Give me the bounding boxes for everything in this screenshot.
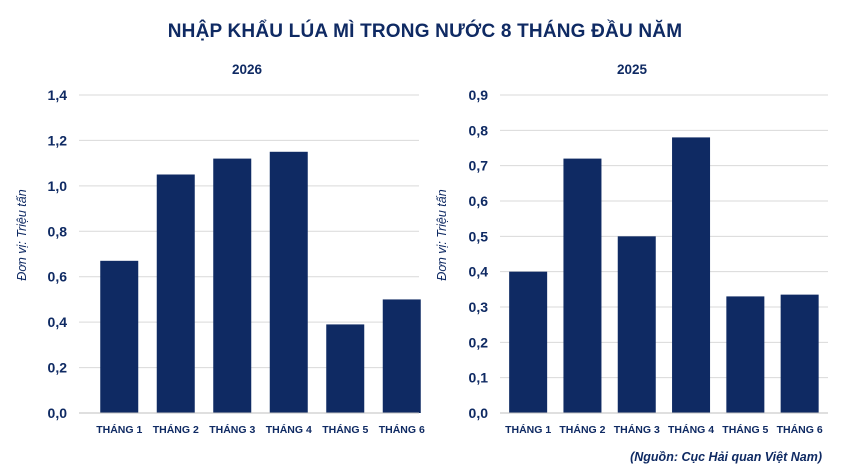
left-y-tick-label: 0,8 [48,223,68,239]
chart-title-right: 2025 [616,62,648,77]
right-x-tick-label: THÁNG 3 [614,423,660,436]
left-x-tick-label: THÁNG 5 [322,423,368,436]
source-note: (Nguồn: Cục Hải quan Việt Nam) [630,450,822,464]
left-bar [382,299,421,413]
page-title: NHẬP KHẨU LÚA MÌ TRONG NƯỚC 8 THÁNG ĐẦU … [167,21,683,42]
left-bar [326,324,365,413]
left-x-tick-label: THÁNG 3 [209,423,255,436]
left-bar [269,151,308,414]
right-x-tick-label: THÁNG 4 [668,423,714,436]
right-bar [509,271,548,413]
right-bar [563,158,602,413]
left-bar [156,174,195,413]
right-y-tick-label: 0,1 [469,370,489,386]
chart-title-left: 2026 [231,62,263,77]
left-x-tick-label: THÁNG 6 [379,423,425,436]
left-y-tick-label: 1,4 [48,87,68,103]
left-y-tick-label: 1,2 [48,132,68,148]
right-bar [726,296,765,413]
right-y-tick-label: 0,6 [469,193,489,209]
right-y-tick-label: 0,3 [469,299,489,315]
left-x-tick-label: THÁNG 2 [153,423,199,436]
right-bar [672,137,711,413]
right-x-tick-label: THÁNG 5 [722,423,768,436]
right-y-tick-label: 0,0 [469,405,489,421]
right-y-tick-label: 0,7 [469,158,489,174]
left-y-tick-label: 0,2 [48,360,68,376]
right-y-tick-label: 0,5 [469,228,489,244]
left-y-tick-label: 0,4 [48,314,68,330]
left-y-tick-label: 1,0 [48,178,68,194]
left-x-tick-label: THÁNG 4 [266,423,312,436]
right-x-tick-label: THÁNG 2 [559,423,605,436]
left-x-tick-label: THÁNG 1 [96,423,142,436]
left-bar [213,158,252,413]
left-y-tick-label: 0,0 [48,405,68,421]
right-y-tick-label: 0,2 [469,334,489,350]
left-bar [100,260,139,413]
right-y-tick-label: 0,4 [469,264,489,280]
right-bar [617,236,656,413]
right-x-tick-label: THÁNG 1 [505,423,551,436]
right-y-tick-label: 0,9 [469,87,489,103]
right-y-tick-label: 0,8 [469,122,489,138]
right-bar [780,294,819,413]
left-y-tick-label: 0,6 [48,269,68,285]
right-x-tick-label: THÁNG 6 [777,423,823,436]
